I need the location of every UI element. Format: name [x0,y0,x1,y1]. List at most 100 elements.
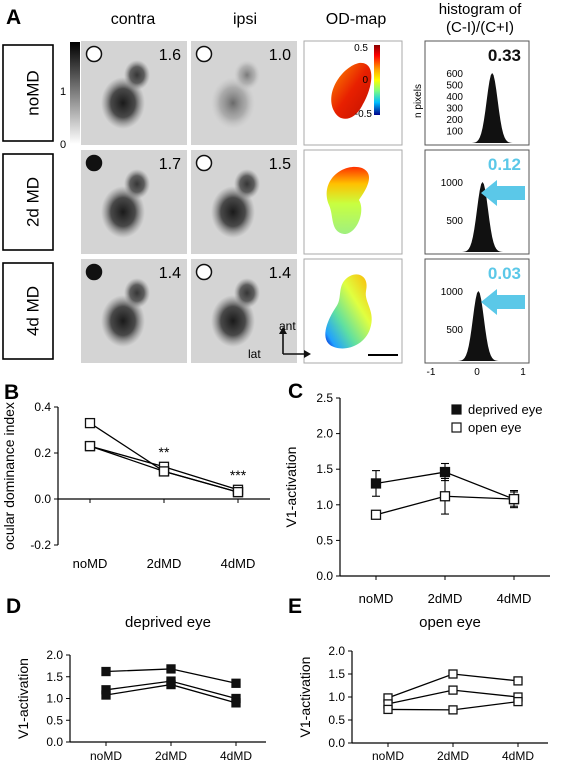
x-tick-label-D-2: 4dMD [220,749,252,763]
chart-title-E: open eye [419,614,481,631]
row-label-1: 2d MD [23,177,42,227]
panel-letter-b: B [4,381,19,404]
data-point-D-2-0 [101,690,111,700]
od-map-region-0 [331,62,372,119]
data-point-D-0-2 [231,678,241,688]
y-tick-label-D-0: 2.0 [46,648,63,662]
chart-b: B 0.4 0.2 0.0 -0.2 noMD 2dMD 4dMD ocular dominan… [1,381,270,571]
colorbar-tick-mid: 0 [362,75,368,86]
x-tick-label-D-0: noMD [90,749,122,763]
y-tick-label-C-5: 0.0 [316,569,333,583]
open-eye-icon-ipsi-1 [195,154,213,172]
y-tick-label-C-4: 0.5 [316,533,333,547]
col-header-ipsi: ipsi [233,11,257,28]
orientation-indicator: ant lat [248,319,311,361]
ipsi-activation-blob-upper-0 [234,60,260,90]
y-tick-label-C-1: 2.0 [316,427,333,441]
contra-activation-blob-0 [101,77,145,129]
col-header-formula: (C-I)/(C+I) [446,19,514,36]
colorbar-tick-bottom: -0.5 [355,109,373,120]
data-point-E-0-2 [513,676,523,686]
histogram-ytick-0-1: 500 [446,81,463,92]
contra-activation-blob-upper-0 [124,60,150,90]
open-eye-icon-ipsi-0 [195,45,213,63]
open-eye-icon-ipsi-2 [195,263,213,281]
chart-e: E 2.0 1.5 1.0 0.5 0.0 noMD 2dMD 4dMD V1-activatio… [288,595,548,763]
data-point-E-1-1 [448,685,458,695]
ipsi-value-2: 1.4 [269,265,291,282]
y-axis-label-D: V1-activation [15,658,31,739]
data-point-B-2-0 [84,440,96,452]
y-tick-label-E-2: 1.0 [328,690,345,704]
y-tick-label-D-1: 1.5 [46,670,63,684]
legend-marker-1 [451,422,462,433]
y-tick-label-E-0: 2.0 [328,644,345,658]
y-tick-label-C-0: 2.5 [316,391,333,405]
od-index-value-1: 0.12 [488,155,521,174]
highlight-arrow-2 [481,289,525,315]
data-point-C-1-2 [508,493,520,505]
y-tick-label-D-2: 1.0 [46,692,63,706]
data-point-B-0-0 [84,417,96,429]
data-point-C-0-1 [439,466,451,478]
col-header-od-map: OD-map [326,11,387,28]
od-colorbar [374,45,380,115]
histogram-ytick-1-0: 1000 [441,178,464,189]
significance-marker-B-1: *** [230,467,247,483]
histogram-ytick-0-2: 400 [446,92,463,103]
ipsi-activation-blob-2 [211,295,255,347]
data-point-B-2-2 [232,486,244,498]
x-tick-label-D-1: 2dMD [155,749,187,763]
legend-marker-0 [451,404,462,415]
data-point-E-2-1 [448,705,458,715]
data-point-D-0-0 [101,666,111,677]
orientation-lat-label: lat [248,347,261,361]
contra-activation-blob-1 [101,186,145,238]
y-tick-label-B-3: -0.2 [30,538,51,552]
y-tick-label-E-4: 0.0 [328,736,345,750]
y-axis-label-E: V1-activation [297,657,313,738]
ipsi-activation-blob-0 [211,77,255,129]
x-tick-label-C-1: 2dMD [428,591,463,606]
row-label-box-1 [2,153,54,251]
row-label-box-0 [2,44,54,142]
ipsi-value-1: 1.5 [269,156,291,173]
chart-title-D: deprived eye [125,614,211,631]
ipsi-activation-blob-1 [211,186,255,238]
row-label-0: noMD [23,70,42,115]
panel-letter-a: A [6,6,21,29]
histogram-ylabel: n pixels [413,84,424,118]
od-map-region-2 [325,274,372,349]
od-index-value-2: 0.03 [488,264,521,283]
contra-activation-blob-2 [101,295,145,347]
row-label-box-2 [2,262,54,360]
contra-activation-blob-upper-1 [124,169,150,199]
histogram-ytick-0-0: 600 [446,69,463,80]
histogram-frame-0 [424,40,530,146]
x-tick-label-B-2: 4dMD [221,556,256,571]
data-point-E-2-0 [383,704,393,715]
x-tick-label-E-1: 2dMD [437,749,469,763]
y-tick-label-B-0: 0.4 [34,400,51,414]
data-point-C-1-0 [370,509,382,520]
open-eye-icon-contra-0 [85,45,103,63]
row-label-2: 4d MD [23,286,42,336]
closed-eye-icon-contra-1 [85,154,103,172]
x-tick-label-E-0: noMD [372,749,404,763]
histogram-bars-0 [470,73,515,143]
contra-value-1: 1.7 [159,156,181,173]
chart-d: D 2.0 1.5 1.0 0.5 0.0 noMD 2dMD 4dMD V1-activatio… [6,595,266,763]
od-index-value-0: 0.33 [488,46,521,65]
grayscale-bar [70,42,80,144]
y-tick-label-E-1: 1.5 [328,667,345,681]
grayscale-tick-1: 1 [60,86,66,98]
y-tick-label-D-3: 0.5 [46,713,63,727]
y-tick-label-C-2: 1.5 [316,462,333,476]
histogram-ytick-2-1: 500 [446,325,463,336]
y-axis-label-C: V1-activation [283,447,299,528]
y-tick-label-D-4: 0.0 [46,735,63,749]
histogram-ytick-0-3: 300 [446,104,463,115]
